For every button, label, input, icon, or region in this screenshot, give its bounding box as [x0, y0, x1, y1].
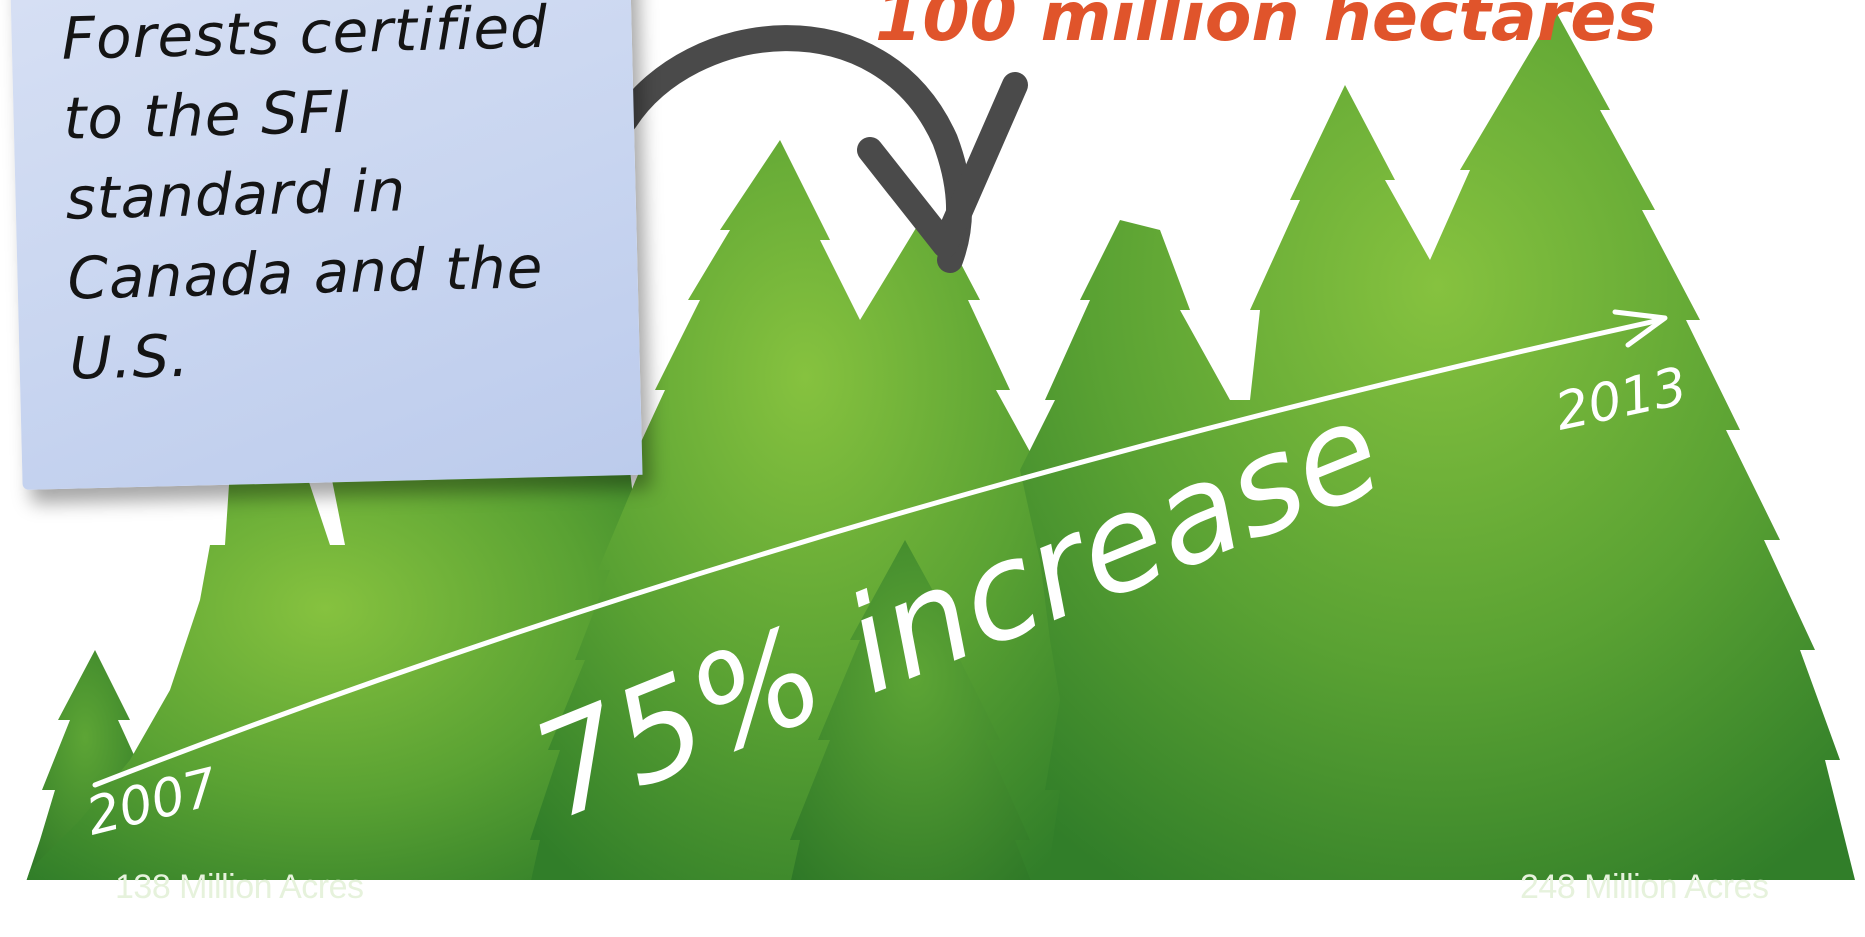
sticky-note-text: Forests certified to the SFI standard in… [60, 0, 549, 393]
end-acres-label: 248 Million Acres [1520, 868, 1769, 906]
tree-center-front [780, 540, 1050, 930]
headline-text: 100 million hectares [875, 0, 1657, 57]
sticky-note: Forests certified to the SFI standard in… [10, 0, 643, 490]
start-acres-label: 138 Million Acres [115, 868, 364, 906]
curved-arrow-icon [612, 25, 1028, 273]
ground-band [0, 880, 1865, 937]
tree-right-group [1020, 10, 1855, 930]
trend-arrow-icon [92, 309, 1668, 788]
